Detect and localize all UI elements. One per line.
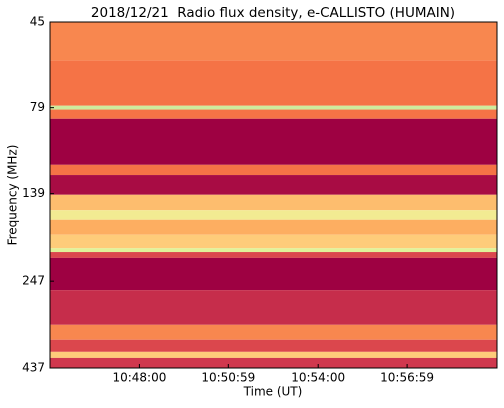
spectrum-band (50, 109, 497, 119)
x-tick-label: 10:50:59 (201, 371, 255, 385)
y-tick-label: 139 (22, 186, 45, 200)
y-tick-label: 45 (30, 15, 45, 29)
plot-frame (49, 21, 498, 369)
spectrum-band (50, 257, 497, 291)
spectrum-band (50, 219, 497, 235)
spectrum-band (50, 290, 497, 325)
spectrum-band (50, 324, 497, 340)
spectrum-band (50, 194, 497, 211)
spectrum-band (50, 351, 497, 358)
chart-title: 2018/12/21 Radio flux density, e-CALLIST… (91, 5, 455, 21)
y-tick-label: 79 (30, 100, 45, 114)
x-axis-label: Time (UT) (243, 385, 303, 399)
x-tick-label: 10:54:00 (291, 371, 345, 385)
spectrum-band (50, 175, 497, 195)
x-tick-label: 10:56:59 (380, 371, 434, 385)
spectrum-band (50, 164, 497, 176)
spectrum-band (50, 118, 497, 165)
spectrum-band (50, 210, 497, 220)
spectrum-band (50, 357, 497, 368)
y-tick-label: 437 (22, 361, 45, 375)
y-tick-label: 247 (22, 274, 45, 288)
spectrum-band (50, 60, 497, 106)
spectrum-band (50, 105, 497, 110)
spectrum-band (50, 234, 497, 249)
spectrum-band (50, 22, 497, 61)
x-tick-label: 10:48:00 (112, 371, 166, 385)
y-axis-label: Frequency (MHz) (6, 145, 20, 246)
spectrum-band (50, 248, 497, 253)
spectrum-band (50, 252, 497, 258)
spectrum-band (50, 339, 497, 352)
